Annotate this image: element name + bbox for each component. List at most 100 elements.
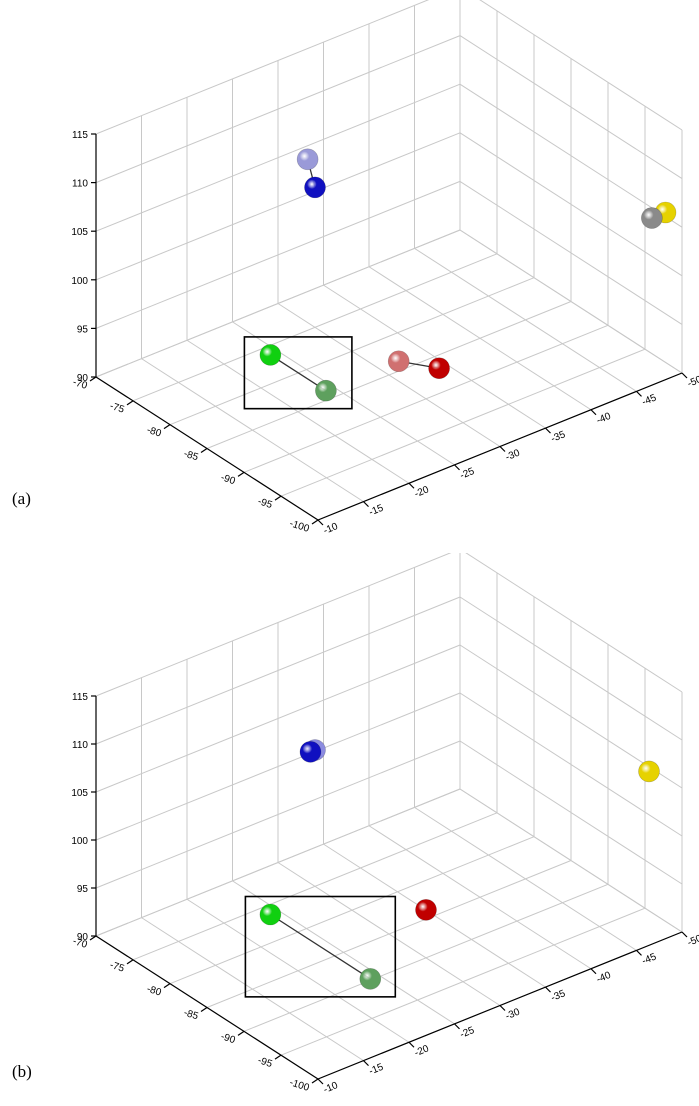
z-tick-label: 115 — [72, 130, 88, 141]
y-tick — [317, 519, 324, 526]
points — [259, 739, 660, 990]
point-blue-light — [296, 148, 319, 171]
point-green-dark — [259, 903, 282, 926]
grid-line — [414, 247, 637, 392]
axes — [89, 695, 688, 1085]
x-tick — [237, 1030, 245, 1036]
grid-line — [459, 692, 683, 837]
grid — [95, 0, 683, 521]
y-tick — [681, 372, 688, 379]
y-tick — [681, 931, 688, 938]
grid-line — [186, 339, 410, 484]
panel-label-a: (a) — [12, 489, 31, 508]
y-tick-label: -50 — [686, 374, 699, 390]
x-tick — [200, 1007, 208, 1012]
x-tick-label: -90 — [219, 472, 237, 487]
grid-line — [368, 266, 592, 411]
grid-line — [459, 180, 683, 325]
grid-line — [95, 229, 461, 378]
z-tick-label: 90 — [77, 373, 89, 384]
y-tick-label: -10 — [322, 521, 340, 537]
y-tick-label: -15 — [368, 503, 386, 519]
x-tick — [311, 519, 319, 525]
z-tick-label: 90 — [77, 932, 89, 943]
grid-line — [459, 788, 683, 933]
x-tick — [274, 1054, 282, 1060]
x-tick-label: -85 — [182, 448, 200, 463]
x-tick — [126, 959, 134, 965]
point-blue-dark — [299, 741, 322, 763]
y-tick — [499, 1005, 506, 1011]
x-tick — [200, 448, 208, 453]
link-line — [270, 354, 327, 392]
point-green-light — [315, 379, 337, 402]
y-tick-label: -45 — [641, 392, 659, 408]
y-tick-label: -15 — [368, 1062, 386, 1078]
grid-line — [465, 553, 683, 693]
y-tick — [454, 1023, 460, 1030]
grid-line — [95, 132, 461, 281]
y-tick-label: -35 — [550, 988, 568, 1004]
grid-line — [277, 303, 501, 447]
x-tick-label: -80 — [145, 425, 163, 440]
z-tick-label: 100 — [71, 276, 88, 287]
y-tick-label: -25 — [459, 1025, 477, 1041]
panel-label-b: (b) — [12, 1062, 32, 1081]
y-tick-label: -40 — [595, 411, 613, 427]
x-tick — [126, 400, 134, 406]
y-tick — [408, 482, 415, 489]
grid-line — [368, 825, 592, 970]
grid-line — [459, 83, 683, 228]
x-tick — [89, 376, 97, 382]
grid-line — [95, 0, 430, 135]
point-yellow-dark — [638, 760, 660, 783]
x-tick-label: -80 — [145, 984, 163, 999]
link-line — [270, 913, 371, 980]
grid-line — [459, 596, 683, 741]
x-tick — [311, 1078, 319, 1084]
plot-3d-b: -70 -75 -80 -85 -90 -95 -100 -10 -15 -20 -25 -30 -35… — [71, 553, 699, 1096]
y-tick — [590, 409, 597, 416]
y-tick-label: -45 — [641, 951, 659, 967]
point-red-dark — [428, 357, 450, 380]
x-tick — [89, 935, 97, 941]
grid-line — [95, 83, 461, 232]
grid-line — [95, 180, 461, 329]
y-tick-label: -20 — [413, 1043, 431, 1059]
y-tick — [499, 446, 506, 452]
links — [270, 913, 371, 980]
grid-line — [459, 740, 683, 885]
y-tick-label: -10 — [322, 1080, 340, 1096]
y-tick-label: -40 — [595, 970, 613, 986]
x-tick-label: -70 — [71, 377, 89, 392]
grid-line — [232, 321, 455, 466]
point-yellow-light — [641, 207, 663, 229]
grid-line — [186, 898, 410, 1043]
z-tick-label: 110 — [72, 179, 88, 190]
x-tick-label: -85 — [182, 1007, 200, 1022]
grid-line — [459, 132, 683, 277]
grid-line — [95, 35, 461, 184]
z-tick-label: 105 — [71, 227, 88, 238]
x-tick-label: -100 — [288, 518, 311, 535]
x-tick — [163, 983, 171, 989]
z-tick-label: 115 — [72, 692, 88, 703]
grid-line — [95, 644, 461, 793]
x-tick — [163, 424, 171, 430]
panel-a: -70 -75 -80 -85 -90 -95 -100 -10 -15 -20 -25 -30 -35… — [12, 0, 699, 537]
y-tick — [363, 1060, 369, 1067]
y-tick — [636, 390, 642, 397]
z-tick-label: 105 — [71, 788, 88, 799]
panel-b: -70 -75 -80 -85 -90 -95 -100 -10 -15 -20 -25 -30 -35… — [0, 553, 699, 1106]
tick-labels: -70 -75 -80 -85 -90 -95 -100 -10 -15 -20 -25 -30 -35… — [71, 130, 699, 537]
grid-line — [95, 692, 461, 841]
y-tick — [545, 986, 551, 993]
x-tick-label: -90 — [219, 1031, 237, 1046]
grid-line — [95, 788, 461, 937]
grid-line — [323, 284, 546, 429]
points — [259, 148, 677, 402]
y-tick — [408, 1041, 415, 1048]
point-green-dark — [259, 344, 282, 366]
y-tick — [454, 464, 460, 471]
x-tick-label: -75 — [108, 960, 126, 975]
